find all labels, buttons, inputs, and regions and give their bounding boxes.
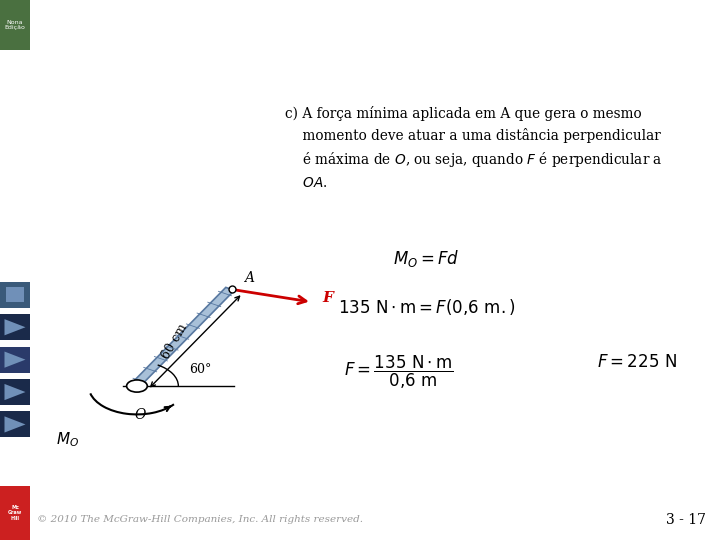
Polygon shape xyxy=(4,352,25,368)
Text: $M_O$: $M_O$ xyxy=(56,430,79,449)
Text: Mecânica Vetorial para Engenheiros: Estática: Mecânica Vetorial para Engenheiros: Está… xyxy=(37,11,712,39)
Text: 60°: 60° xyxy=(189,363,211,376)
Polygon shape xyxy=(6,287,24,302)
Text: F: F xyxy=(322,291,333,305)
Polygon shape xyxy=(4,319,25,335)
Polygon shape xyxy=(131,287,235,387)
FancyBboxPatch shape xyxy=(0,314,30,340)
FancyBboxPatch shape xyxy=(0,347,30,373)
Text: $F = \dfrac{135\ \mathrm{N \cdot m}}{0{,}6\ \mathrm{m}}$: $F = \dfrac{135\ \mathrm{N \cdot m}}{0{,… xyxy=(344,354,454,391)
Text: A: A xyxy=(244,272,254,285)
Circle shape xyxy=(127,380,148,392)
Text: © 2010 The McGraw-Hill Companies, Inc. All rights reserved.: © 2010 The McGraw-Hill Companies, Inc. A… xyxy=(37,515,363,524)
Polygon shape xyxy=(4,416,25,433)
Text: Mc
Graw
Hill: Mc Graw Hill xyxy=(8,505,22,521)
FancyBboxPatch shape xyxy=(0,379,30,405)
Polygon shape xyxy=(4,384,25,400)
Text: $135\ \mathrm{N \cdot m} = F\left(0{,}6\ \mathrm{m.}\right)$: $135\ \mathrm{N \cdot m} = F\left(0{,}6\… xyxy=(338,297,516,317)
Text: c) A força mínima aplicada em A que gera o mesmo
    momento deve atuar a uma di: c) A força mínima aplicada em A que gera… xyxy=(285,106,663,190)
FancyBboxPatch shape xyxy=(0,486,30,540)
FancyBboxPatch shape xyxy=(0,411,30,437)
Text: $M_O = Fd$: $M_O = Fd$ xyxy=(393,248,460,269)
Text: 60 cm: 60 cm xyxy=(159,321,190,361)
FancyBboxPatch shape xyxy=(0,0,30,50)
Text: Problema Resolvido 3.1: Problema Resolvido 3.1 xyxy=(40,63,279,81)
Text: O: O xyxy=(135,408,146,422)
Text: $F = 225\ \mathrm{N}$: $F = 225\ \mathrm{N}$ xyxy=(597,354,678,370)
Text: 3 - 17: 3 - 17 xyxy=(666,513,706,527)
Text: Nona
Edição: Nona Edição xyxy=(4,19,25,30)
FancyBboxPatch shape xyxy=(0,282,30,308)
